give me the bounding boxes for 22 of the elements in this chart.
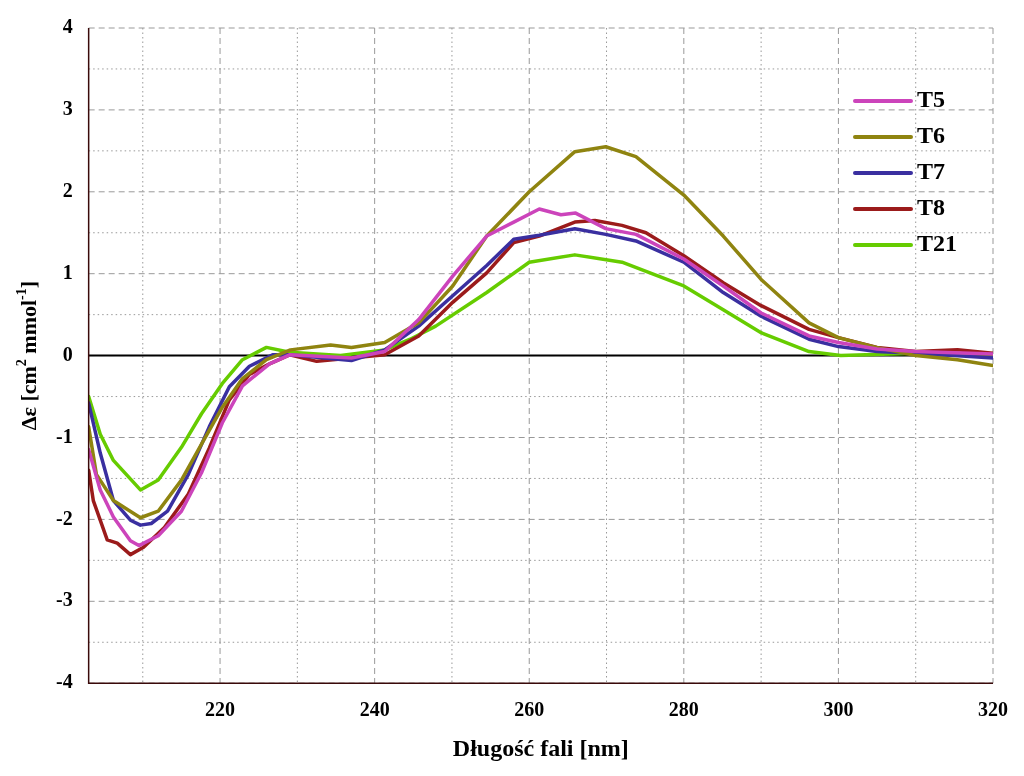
x-tick-label: 220 bbox=[205, 698, 236, 721]
y-tick-label: 2 bbox=[62, 178, 73, 201]
y-tick-label: -4 bbox=[55, 670, 73, 693]
y-axis-title: Δε [cm2 mmol-1] bbox=[13, 280, 41, 431]
legend-label: T21 bbox=[917, 230, 958, 257]
y-tick-label: 4 bbox=[62, 15, 73, 38]
x-tick-label: 320 bbox=[978, 698, 1008, 721]
y-tick-label: -3 bbox=[55, 588, 73, 611]
x-axis-title: Długość fali [nm] bbox=[452, 734, 629, 761]
y-tick-label: -2 bbox=[55, 506, 73, 529]
y-tick-label: 3 bbox=[62, 97, 73, 120]
legend-label: T8 bbox=[917, 194, 946, 221]
x-tick-label: 300 bbox=[823, 698, 854, 721]
legend-label: T5 bbox=[917, 86, 946, 113]
legend-label: T6 bbox=[917, 122, 946, 149]
y-tick-label: 1 bbox=[62, 260, 73, 283]
y-tick-label: 0 bbox=[62, 342, 73, 365]
x-tick-label: 280 bbox=[668, 698, 699, 721]
x-tick-label: 260 bbox=[514, 698, 545, 721]
y-tick-label: -1 bbox=[55, 424, 73, 447]
legend-label: T7 bbox=[917, 158, 946, 185]
x-tick-label: 240 bbox=[359, 698, 390, 721]
